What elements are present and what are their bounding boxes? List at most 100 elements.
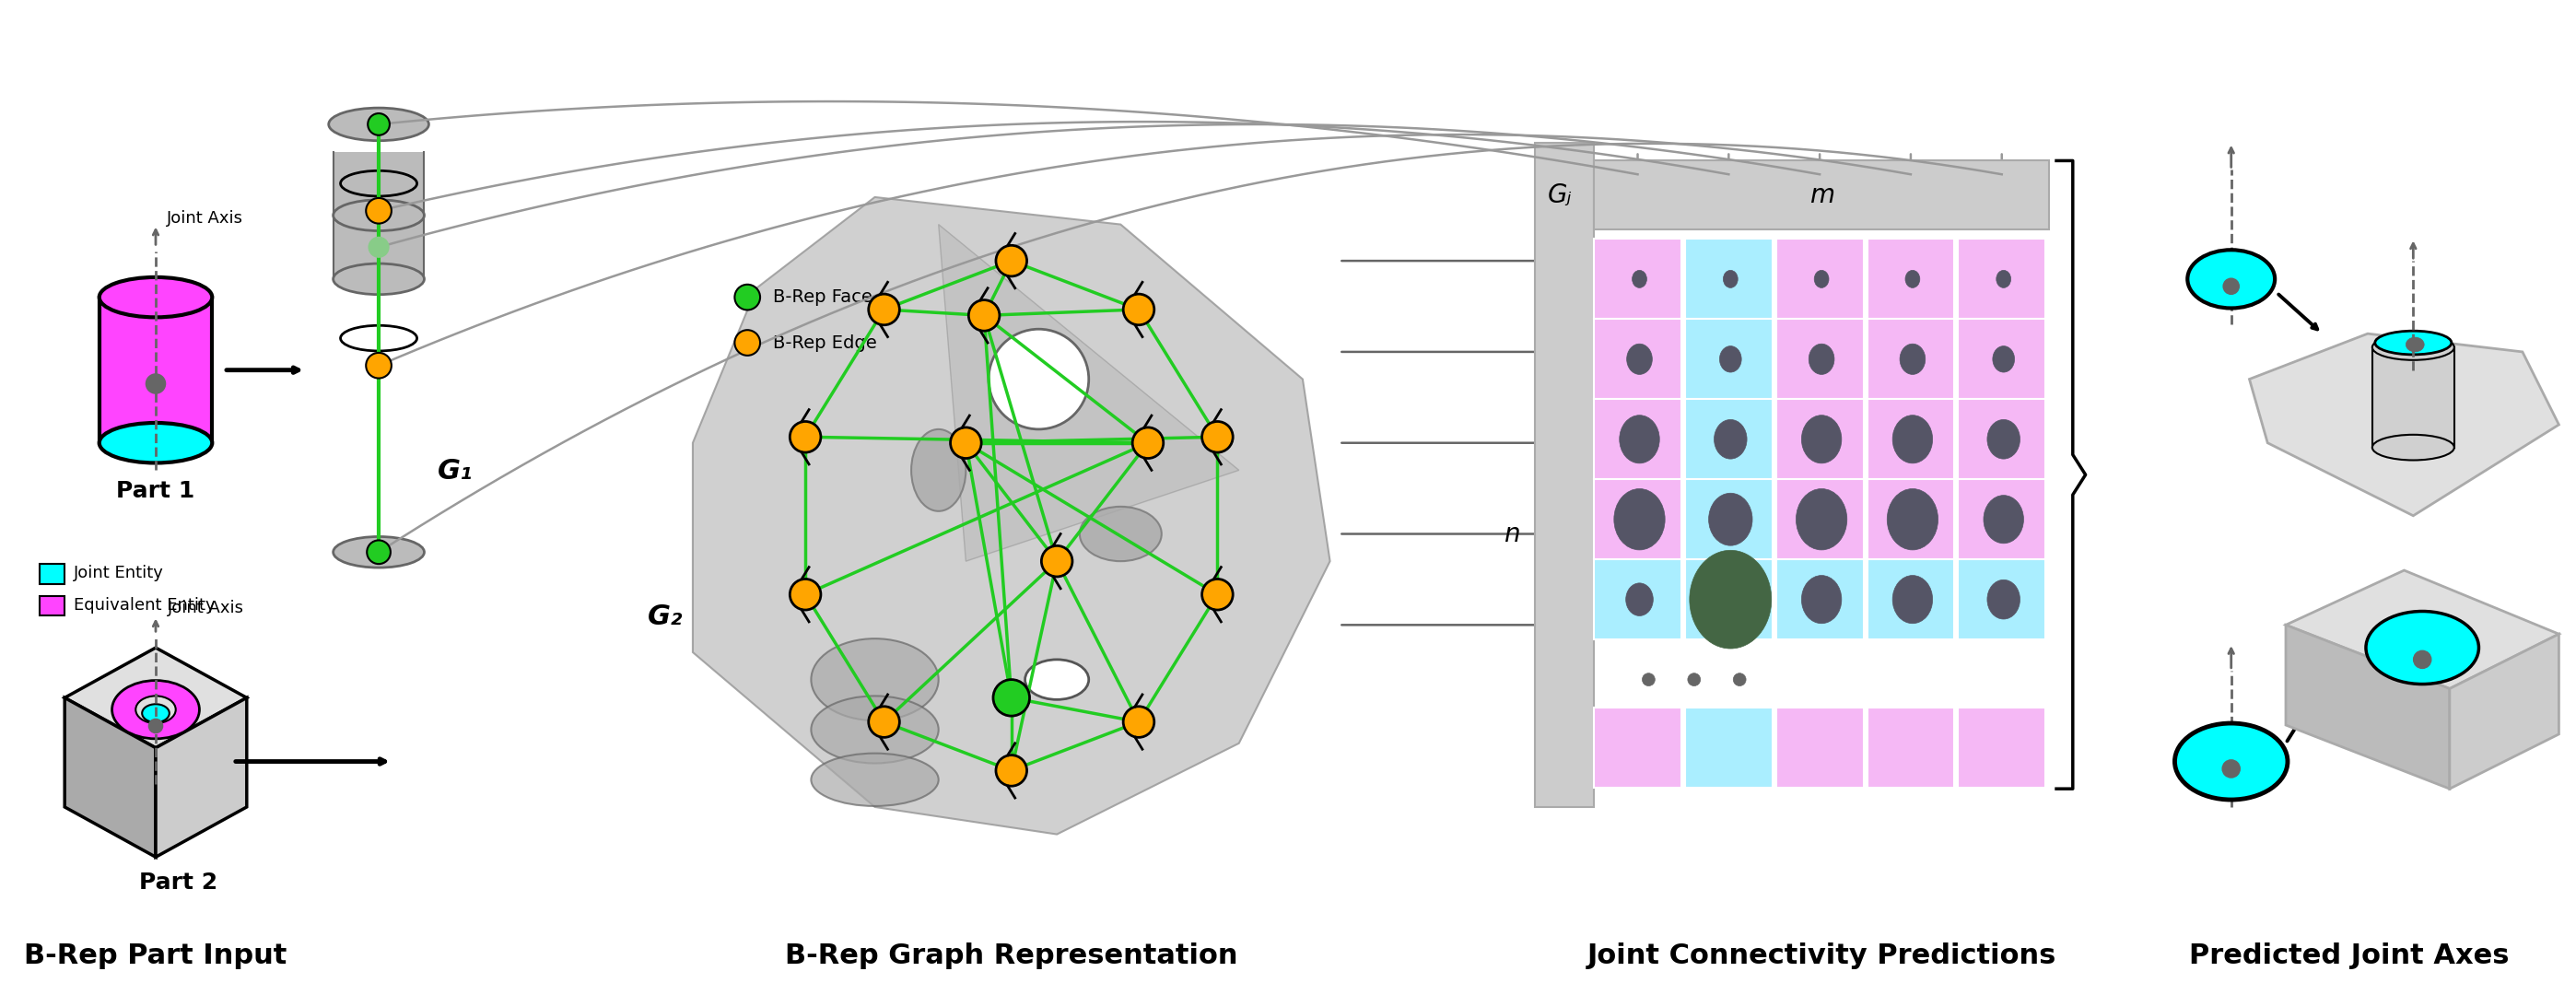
Text: Gⱼ: Gⱼ (1548, 182, 1571, 208)
Bar (1958, 399, 2045, 480)
Ellipse shape (1814, 271, 1829, 288)
Ellipse shape (811, 639, 938, 720)
Ellipse shape (2187, 250, 2275, 308)
Bar (1958, 559, 2045, 640)
Bar (1595, 319, 1682, 399)
Text: m: m (1808, 182, 1834, 208)
Polygon shape (938, 225, 1239, 561)
Bar (1775, 319, 1862, 399)
Ellipse shape (912, 429, 966, 511)
Text: Part 2: Part 2 (139, 872, 219, 894)
Circle shape (989, 329, 1090, 429)
Circle shape (997, 755, 1028, 786)
Circle shape (366, 540, 392, 564)
Bar (1685, 239, 1772, 319)
Bar (1685, 319, 1772, 399)
Circle shape (997, 246, 1028, 277)
Ellipse shape (330, 107, 428, 140)
Polygon shape (2249, 333, 2558, 515)
Ellipse shape (1906, 271, 1919, 288)
Text: B-Rep Face: B-Rep Face (773, 289, 873, 306)
Polygon shape (2285, 625, 2450, 789)
Circle shape (1734, 674, 1747, 686)
Circle shape (1133, 428, 1164, 459)
Bar (1595, 707, 1682, 788)
Circle shape (994, 680, 1030, 716)
Ellipse shape (332, 536, 425, 567)
Bar (1868, 559, 1955, 640)
Circle shape (1123, 706, 1154, 737)
Bar (1595, 161, 2048, 229)
Ellipse shape (2372, 435, 2455, 460)
Bar (1775, 559, 1862, 640)
Text: Predicted Joint Axes: Predicted Joint Axes (2190, 942, 2509, 969)
Circle shape (1123, 295, 1154, 325)
Ellipse shape (1801, 575, 1842, 624)
Ellipse shape (1625, 583, 1654, 616)
Circle shape (1643, 674, 1654, 686)
Bar (1868, 319, 1955, 399)
Ellipse shape (811, 696, 938, 763)
Circle shape (1687, 674, 1700, 686)
Polygon shape (64, 648, 247, 748)
Bar (1685, 707, 1772, 788)
Text: Joint Entity: Joint Entity (75, 565, 165, 581)
Ellipse shape (1996, 271, 2012, 288)
Text: B-Rep Graph Representation: B-Rep Graph Representation (786, 942, 1239, 969)
Bar (1958, 239, 2045, 319)
Bar (1685, 559, 1772, 640)
Circle shape (1203, 579, 1234, 610)
Bar (2372, 347, 2455, 448)
Circle shape (734, 330, 760, 355)
Bar (1685, 399, 1772, 480)
Circle shape (2414, 652, 2432, 668)
Ellipse shape (1901, 344, 1924, 374)
Polygon shape (2285, 570, 2558, 689)
Circle shape (791, 579, 822, 610)
Ellipse shape (1620, 415, 1659, 464)
Polygon shape (693, 197, 1329, 834)
Bar (1868, 399, 1955, 480)
Circle shape (2223, 279, 2239, 294)
Circle shape (366, 198, 392, 224)
Ellipse shape (1801, 415, 1842, 464)
Circle shape (951, 428, 981, 459)
Text: G₁: G₁ (438, 458, 474, 485)
Circle shape (1203, 422, 1234, 453)
Circle shape (868, 706, 899, 737)
Text: Joint Connectivity Predictions: Joint Connectivity Predictions (1587, 942, 2056, 969)
Bar (1685, 480, 1772, 559)
Ellipse shape (811, 753, 938, 806)
Bar (1958, 480, 2045, 559)
Polygon shape (64, 697, 155, 857)
Bar (1595, 239, 1682, 319)
Ellipse shape (2174, 723, 2287, 800)
Ellipse shape (1079, 506, 1162, 561)
Bar (1868, 239, 1955, 319)
Circle shape (149, 719, 162, 732)
Ellipse shape (1625, 344, 1651, 374)
Bar (100, 298, 211, 443)
Circle shape (368, 237, 389, 257)
Polygon shape (2450, 634, 2558, 789)
Bar (1595, 559, 1682, 640)
Bar (1775, 707, 1862, 788)
Bar (1775, 239, 1862, 319)
Polygon shape (155, 697, 247, 857)
Bar (1775, 480, 1862, 559)
Ellipse shape (1888, 489, 1937, 550)
Bar (1535, 142, 1595, 807)
Bar (1595, 480, 1682, 559)
Ellipse shape (2372, 334, 2455, 360)
Text: n: n (1504, 521, 1520, 547)
Ellipse shape (332, 264, 425, 295)
Ellipse shape (1986, 420, 2020, 459)
Bar (1868, 707, 1955, 788)
Bar (332, 151, 425, 279)
Circle shape (147, 374, 165, 393)
Bar (39, 596, 64, 616)
Circle shape (368, 113, 389, 135)
Ellipse shape (1795, 489, 1847, 550)
Ellipse shape (111, 681, 198, 738)
Ellipse shape (1984, 496, 2025, 543)
